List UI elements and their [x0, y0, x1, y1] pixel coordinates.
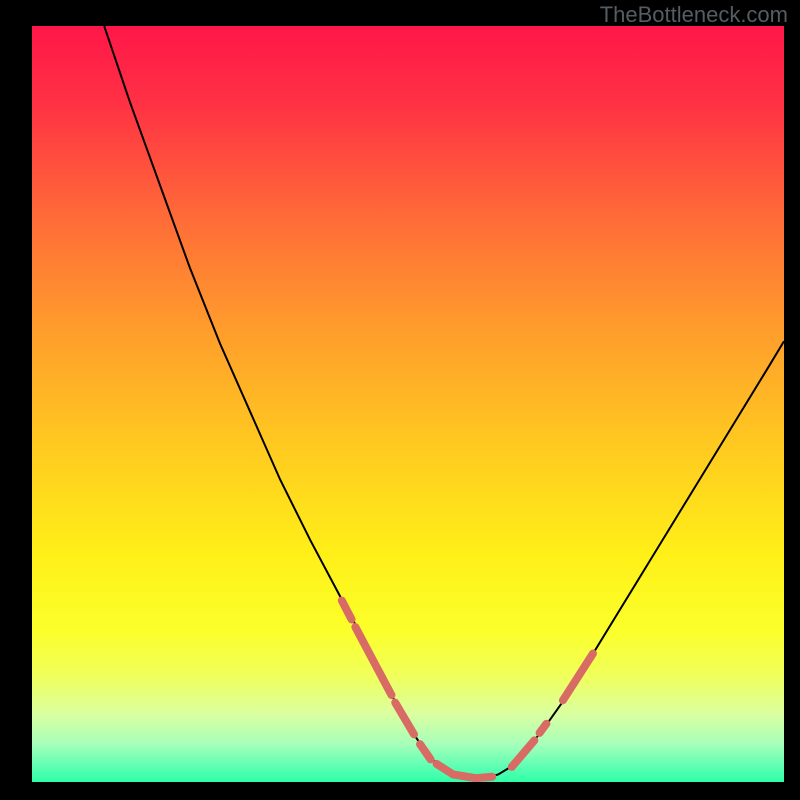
curve-marker-segment: [342, 601, 352, 620]
watermark-text: TheBottleneck.com: [600, 2, 788, 28]
chart-overlay: [32, 26, 784, 782]
curve-marker-segment: [512, 740, 535, 766]
curve-marker-segment: [476, 777, 493, 779]
curve-marker-segment: [420, 744, 431, 759]
curve-marker-segment: [563, 653, 593, 700]
bottleneck-curve: [104, 26, 784, 778]
curve-marker-segment: [355, 627, 391, 695]
curve-marker-segments: [342, 601, 593, 779]
chart-plot-area: [32, 26, 784, 782]
curve-marker-segment: [395, 703, 414, 735]
curve-marker-segment: [540, 724, 547, 733]
